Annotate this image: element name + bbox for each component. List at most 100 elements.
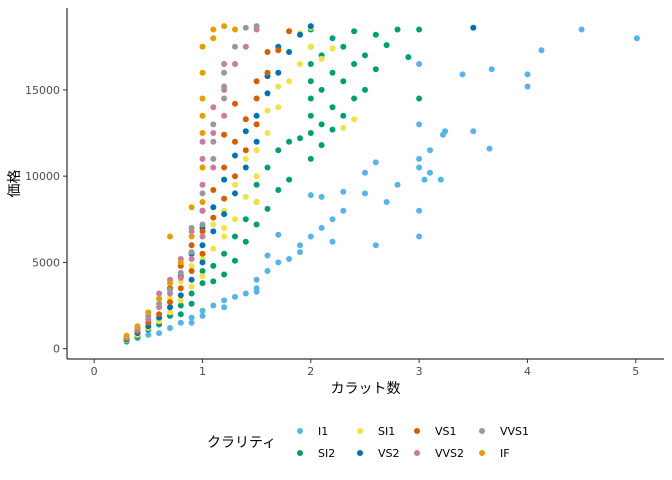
data-point (264, 130, 271, 136)
data-point (275, 259, 282, 266)
data-point (232, 138, 238, 145)
data-point (538, 47, 545, 54)
data-point (524, 71, 531, 78)
data-point (210, 104, 217, 111)
y-tick-label: 0 (53, 343, 60, 356)
data-point (199, 242, 206, 249)
data-point (394, 181, 401, 188)
data-point (199, 250, 206, 257)
legend-item-vvs2: VVS2 (414, 447, 464, 460)
data-point (242, 128, 249, 135)
data-point (188, 300, 195, 307)
data-point (486, 145, 493, 152)
data-point (145, 331, 152, 338)
data-point (210, 138, 217, 145)
data-point (232, 152, 238, 159)
data-point (297, 135, 303, 142)
data-point (286, 176, 293, 183)
data-point (416, 95, 423, 102)
data-point (253, 23, 260, 30)
data-point (177, 269, 184, 276)
data-point (232, 257, 238, 264)
data-point (232, 43, 238, 50)
legend-key (357, 428, 363, 434)
legend-key (357, 450, 363, 456)
data-point (329, 45, 336, 52)
series-vs2 (123, 23, 477, 343)
data-point (351, 116, 358, 123)
data-point (199, 259, 206, 266)
data-point (470, 24, 477, 31)
data-point (188, 283, 195, 290)
data-point (232, 181, 238, 188)
data-point (253, 221, 260, 228)
data-point (188, 262, 195, 269)
data-point (221, 69, 228, 76)
data-point (167, 309, 173, 316)
data-point (232, 61, 238, 67)
data-point (177, 292, 184, 299)
data-point (437, 176, 444, 183)
x-tick-label: 5 (632, 365, 639, 378)
data-point (199, 164, 206, 171)
data-point (232, 233, 238, 240)
data-point (329, 69, 336, 76)
x-tick-label: 1 (199, 365, 206, 378)
x-axis-title: カラット数 (331, 381, 401, 397)
data-point (329, 216, 336, 223)
data-point (156, 311, 163, 318)
data-point (210, 26, 217, 33)
data-point (275, 231, 282, 238)
data-point (210, 155, 217, 162)
data-point (351, 28, 358, 35)
data-point (221, 61, 228, 67)
data-point (177, 302, 184, 309)
data-point (232, 216, 238, 223)
data-point (242, 193, 249, 200)
data-point (210, 187, 217, 193)
data-point (134, 323, 141, 330)
data-point (264, 268, 271, 274)
data-point (264, 252, 271, 259)
data-point (210, 214, 217, 221)
data-point (210, 228, 217, 235)
data-point (199, 138, 206, 145)
data-point (372, 66, 379, 73)
data-point (427, 147, 433, 154)
data-point (210, 130, 217, 136)
data-point (221, 195, 228, 202)
data-point (167, 287, 173, 293)
data-point (253, 95, 260, 102)
data-point (318, 224, 325, 231)
legend-label: SI2 (318, 447, 335, 460)
data-point (221, 297, 228, 304)
data-point (307, 155, 314, 162)
data-point (221, 250, 228, 257)
series-if (123, 23, 238, 339)
data-point (416, 233, 423, 240)
data-point (416, 61, 423, 67)
data-point (188, 314, 195, 321)
data-point (275, 147, 282, 154)
data-point (329, 104, 336, 111)
data-point (177, 311, 184, 318)
data-point (199, 268, 206, 274)
data-point (188, 290, 195, 297)
x-tick-label: 2 (307, 365, 314, 378)
data-point (307, 43, 314, 50)
data-point (221, 271, 228, 278)
data-point (221, 23, 228, 30)
data-point (253, 112, 260, 119)
y-axis-title: 価格 (7, 170, 23, 198)
data-point (210, 35, 217, 42)
data-point (177, 274, 184, 281)
data-point (167, 304, 173, 311)
data-point (199, 155, 206, 162)
data-point (416, 155, 423, 162)
data-point (264, 205, 271, 212)
data-point (177, 259, 184, 266)
axes: 0 1 2 3 4 5 0 5000 10000 15000 (25, 8, 664, 378)
data-point (199, 233, 206, 240)
data-point (253, 147, 260, 154)
series-i1 (123, 26, 640, 345)
